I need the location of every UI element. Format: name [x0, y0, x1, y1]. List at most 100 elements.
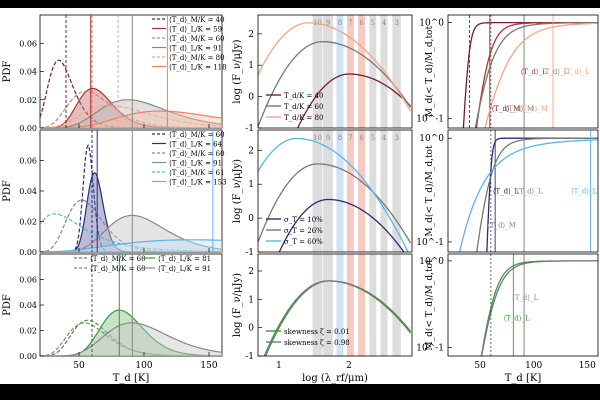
cum-annotation: ⟨T_d⟩_L: [503, 314, 530, 322]
sed-curves: [263, 254, 412, 356]
cum-curve-1: [480, 260, 598, 356]
sed-ytick-label: -1: [245, 352, 254, 362]
band-1: [323, 254, 333, 356]
band-0: [312, 15, 323, 128]
pdf-xlabel: T_d [K]: [113, 373, 150, 384]
cum-curves: ⟨T_d⟩_L⟨T_d⟩_L ⟨T_d⟩_L⟨T_d⟩_M: [458, 130, 598, 252]
cum-annotation: ⟨T_d⟩_M: [505, 105, 534, 113]
sed-xtick-label: 1: [276, 361, 282, 371]
sed-curves: 10 9 8 7 6 5 4 3: [258, 15, 412, 128]
sed-curve-2: [258, 22, 412, 112]
band-3: [346, 254, 354, 356]
pdf-ytick-label: 0.00: [19, 352, 37, 361]
band-label: 7: [348, 134, 352, 142]
cum-panel-frame: [447, 129, 599, 253]
cum-ytick-label: 10^0: [419, 134, 444, 144]
cum-curve-2: [474, 22, 598, 128]
legend-entry: ⟨T_d⟩_M/K = 60: [169, 35, 225, 43]
sed-ytick-label: -1: [245, 124, 254, 134]
legend-entry: T_d/K = 40: [284, 92, 323, 100]
sed-curves: 10 9 8 7 6 5 4 3: [258, 130, 412, 252]
legend-entry: ⟨T_d⟩_M/K = 60: [90, 265, 146, 273]
sed-curve-0: [263, 280, 412, 356]
pdf-xtick-label: 150: [200, 361, 217, 371]
pdf-xtick-label: 50: [73, 361, 85, 371]
pdf-ytick-label: 0.04: [19, 68, 37, 77]
pdf-curve-3: [40, 99, 222, 128]
band-label: 7: [348, 19, 352, 27]
band-3: [346, 15, 354, 128]
pdf-ytick-label: 0.02: [19, 96, 37, 105]
pdf-ylabel: PDF: [2, 294, 13, 316]
pdf-curves: [40, 15, 222, 128]
sed-panel-frame: [257, 14, 413, 129]
pdf-ytick-label: 0.06: [19, 276, 37, 285]
legend-entry: T_d/K = 60: [284, 103, 323, 111]
sed-ytick-label: -1: [245, 248, 254, 258]
band-0: [312, 130, 323, 252]
band-label: 8: [338, 134, 342, 142]
band-label: 4: [382, 134, 387, 142]
sed-curve-2: [258, 137, 409, 252]
bottom-bar: [0, 384, 600, 400]
pdf-legend: ⟨T_d⟩_M/K = 60 ⟨T_d⟩_L/K = 81 ⟨T_d⟩_M/K = …: [74, 255, 211, 273]
sed-curve-0: [296, 73, 412, 128]
legend-entry: skewness ζ = 0.98: [284, 339, 350, 347]
legend-entry: ⟨T_d⟩_L/K = 81: [158, 255, 211, 263]
pdf-curve-5: [40, 239, 222, 252]
band-label: 6: [359, 134, 364, 142]
sed-ytick-label: 1: [248, 61, 254, 71]
band-label: 3: [394, 134, 398, 142]
legend-entry: ⟨T_d⟩_L/K = 64: [169, 141, 223, 149]
band-7: [392, 15, 401, 128]
legend-entry: ⟨T_d⟩_M/K = 60: [169, 131, 225, 139]
cum-curve-1: [476, 137, 598, 252]
sed-column: 10 9 8 7 6 5 4 3 -1 0 1 2 log (F_ν/μJy) T_d/K = 40 T_d…: [232, 14, 413, 384]
cum-curve-2: [458, 139, 598, 252]
band-4: [358, 254, 366, 356]
legend-entry: ⟨T_d⟩_M/K = 60: [169, 150, 225, 158]
sed-curve-1: [265, 280, 412, 356]
sed-ytick-label: 0: [248, 93, 254, 103]
sed-ytick-label: 2: [248, 267, 254, 277]
pdf-curve-3: [40, 214, 222, 252]
pdf-column: 0.00 0.02 0.04 0.06 PDF ⟨T_d⟩_M/K = 40 ⟨T_d⟩_L…: [2, 14, 227, 384]
band-7: [392, 130, 401, 252]
sed-curve-1: [258, 41, 412, 127]
pdf-fill-1: [40, 310, 222, 356]
sed-xlabel: log (λ_rf/μm): [302, 373, 368, 384]
sed-ylabel: log (F_ν/μJy): [232, 273, 243, 337]
legend-entry: ⟨T_d⟩_L/K = 118: [169, 64, 227, 72]
cum-ytick-label: 10^-1: [416, 238, 444, 248]
band-label: 3: [394, 19, 398, 27]
legend-entry: ⟨T_d⟩_M/K = 61: [169, 169, 225, 177]
band-label: 5: [371, 19, 375, 27]
cum-ytick-label: 10^-1: [416, 115, 444, 125]
cum-xtick-label: 150: [579, 361, 596, 371]
legend-entry: ⟨T_d⟩_L/K = 91: [158, 265, 211, 273]
pdf-ytick-label: 0.00: [19, 124, 37, 133]
sed-xtick-label: 2: [346, 361, 352, 371]
pdf-curves: [40, 254, 222, 356]
cum-annotation: ⟨T_d⟩_L: [493, 187, 520, 195]
band-1: [323, 15, 333, 128]
sed-legend: skewness ζ = 0.01 skewness ζ = 0.98: [266, 328, 350, 347]
legend-entry: ⟨T_d⟩_M/K = 40: [169, 16, 225, 24]
pdf-ytick-label: 0.06: [19, 157, 37, 166]
cum-panel-frame: [447, 14, 599, 129]
sed-curve-1: [258, 163, 412, 244]
sed-ylabel: log (F_ν/μJy): [232, 39, 243, 103]
band-label: 4: [382, 19, 387, 27]
cum-annotation: ⟨T_d⟩_L: [516, 187, 543, 195]
sed-ytick-label: 1: [248, 295, 254, 305]
legend-entry: ⟨T_d⟩_L/K = 91: [169, 160, 222, 168]
cum-curve-0: [486, 137, 598, 252]
pdf-curve-2: [40, 90, 222, 128]
cum-ytick-label: 10^-1: [416, 344, 444, 354]
pdf-curve-4: [40, 213, 222, 252]
band-2: [336, 254, 344, 356]
